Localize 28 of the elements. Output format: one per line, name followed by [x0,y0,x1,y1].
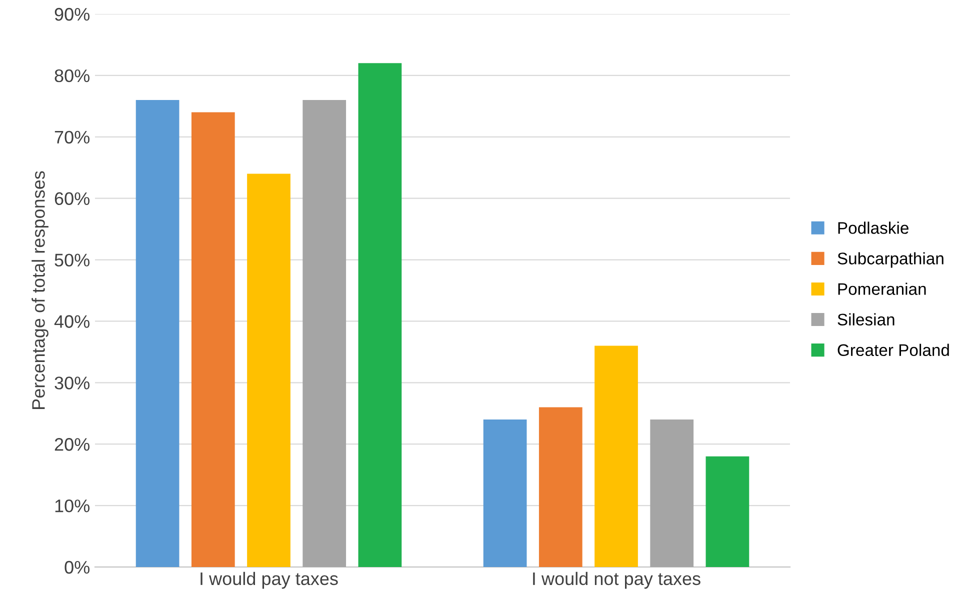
y-tick-label: 40% [54,315,90,328]
x-tick-label: I would not pay taxes [533,572,700,589]
legend-label: Podlaskie [838,222,908,234]
bar [302,100,346,567]
y-tick-label: 50% [54,254,90,266]
y-axis-title: Percentage of total responses [32,171,48,409]
bar [247,174,290,567]
y-tick-label: 10% [55,499,90,512]
legend-label: Silesian [838,313,894,326]
y-tick-label: 20% [54,438,90,451]
y-tick-label: 70% [54,130,90,144]
bar [358,63,402,567]
bar [650,420,694,567]
bar [483,420,527,567]
x-tick-label: I would pay taxes [200,572,338,589]
y-tick-label: 60% [54,192,90,206]
legend-label: Pomeranian [838,282,926,295]
bar [538,407,582,567]
legend-label: Subcarpathian [838,252,944,268]
bar [594,346,638,567]
y-tick-label: 0% [64,560,90,574]
bar [136,100,180,567]
bar [706,456,750,567]
y-tick-label: 90% [54,8,90,21]
bar [191,112,235,567]
y-tick-label: 80% [54,69,90,82]
y-tick-label: 30% [54,376,90,390]
legend-label: Greater Poland [838,344,949,356]
